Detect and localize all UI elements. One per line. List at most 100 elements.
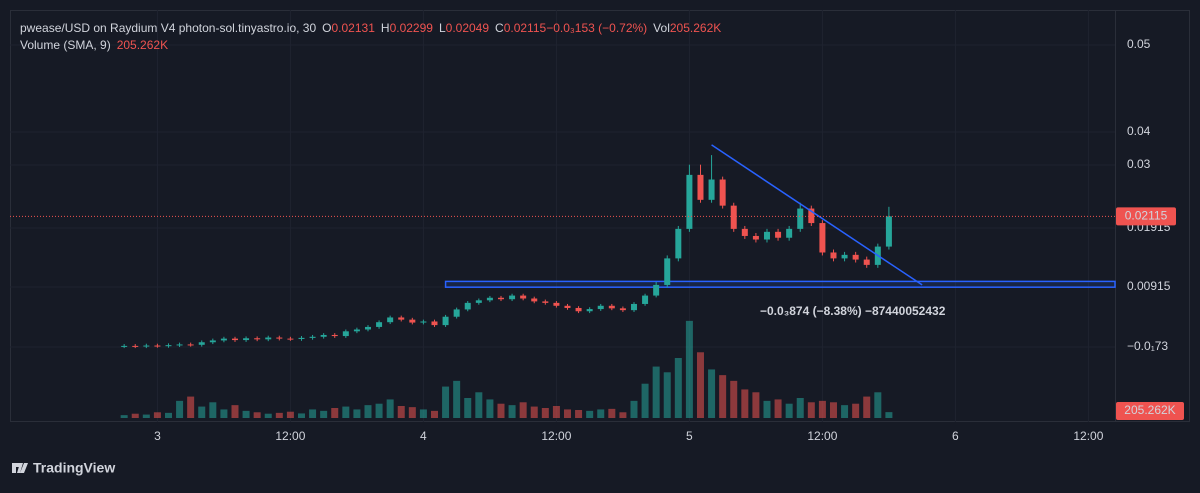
candle-body — [309, 336, 316, 338]
candle-body — [497, 297, 504, 300]
candle-body — [143, 345, 150, 347]
candle-body — [885, 216, 892, 247]
support-band — [444, 280, 1116, 288]
volume-bar — [597, 409, 605, 418]
logo-text: TradingView — [33, 460, 115, 476]
volume-bar — [297, 413, 305, 418]
volume-bar — [818, 400, 826, 418]
ohlc-value: 0.02299 — [390, 21, 434, 35]
volume-bar — [353, 409, 361, 418]
candle-body — [431, 321, 438, 326]
candle-body — [265, 337, 272, 340]
x-tick-label: 12:00 — [541, 429, 571, 443]
x-tick-label: 5 — [686, 429, 693, 443]
candle-body — [630, 303, 637, 311]
candle-body — [121, 345, 128, 347]
ohlc-value: −0.0₃153 (−0.72%) — [546, 21, 647, 35]
volume-bar — [142, 414, 150, 418]
volume-bar — [275, 412, 283, 418]
volume-bar — [874, 392, 882, 418]
volume-bar — [320, 410, 328, 418]
candle-body — [564, 305, 571, 308]
volume-badge — [1116, 402, 1184, 420]
candle-body — [298, 337, 305, 339]
volume-bar — [608, 408, 616, 418]
candle-body — [342, 331, 349, 337]
candle-body — [819, 223, 826, 253]
y-tick-label: −0.0₁73 — [1127, 339, 1168, 353]
marks: −0.0₃874 (−8.38%) −87440052432 — [10, 144, 1116, 418]
volume-bar — [719, 375, 727, 418]
volume-bar — [885, 412, 893, 418]
ohlc-key: O — [322, 21, 331, 35]
volume-bar — [187, 396, 195, 418]
candle-body — [353, 329, 360, 332]
volume-bar — [519, 402, 527, 418]
volume-legend-label: Volume (SMA, 9) — [20, 38, 111, 52]
candle-body — [863, 259, 870, 265]
candle-body — [509, 295, 516, 300]
x-tick-label: 3 — [154, 429, 161, 443]
volume-bar — [563, 409, 571, 418]
volume-badge-label: 205.262K — [1124, 403, 1175, 417]
volume-bar — [641, 383, 649, 418]
x-tick-label: 12:00 — [1073, 429, 1103, 443]
volume-bar — [508, 405, 516, 418]
candle-body — [231, 338, 238, 341]
candle-body — [243, 338, 250, 341]
volume-bar — [342, 406, 350, 418]
candle-body — [719, 179, 726, 206]
volume-bar — [386, 399, 394, 418]
logo[interactable]: TradingView — [12, 460, 115, 476]
candle-body — [808, 208, 815, 224]
candle-body — [464, 302, 471, 310]
candle-body — [387, 317, 394, 323]
volume-bar — [486, 399, 494, 418]
candle-body — [730, 205, 737, 229]
candle-body — [209, 340, 216, 343]
volume-bar — [807, 402, 815, 418]
volume-bar — [264, 413, 272, 418]
candle-body — [475, 300, 482, 303]
candle-body — [852, 254, 859, 260]
volume-bar — [497, 403, 505, 418]
candle-body — [453, 309, 460, 317]
volume-bar — [408, 407, 416, 418]
volume-bar — [209, 402, 217, 418]
candle-body — [553, 302, 560, 306]
candle-body — [331, 334, 338, 337]
volume-bar — [475, 392, 483, 418]
volume-bar — [752, 392, 760, 418]
volume-bar — [841, 405, 849, 418]
candle-body — [797, 208, 804, 229]
candle-body — [486, 297, 493, 301]
candle-body — [708, 179, 715, 200]
volume-bar — [530, 406, 538, 418]
volume-bar — [541, 408, 549, 418]
volume-legend-value: 205.262K — [117, 38, 168, 52]
y-tick-label: 0.04 — [1127, 124, 1151, 138]
volume-bar — [741, 389, 749, 418]
volume-bar — [763, 400, 771, 418]
volume-bar — [120, 415, 128, 418]
logo-icon — [12, 463, 28, 473]
candle-body — [752, 235, 759, 240]
candle-body — [409, 319, 416, 323]
y-tick-label: 0.05 — [1127, 37, 1151, 51]
candle-body — [697, 174, 704, 200]
candle-body — [287, 338, 294, 340]
volume-bar — [774, 399, 782, 418]
ohlc-value: 205.262K — [670, 21, 721, 35]
candle-body — [364, 326, 371, 330]
y-tick-label: 0.03 — [1127, 157, 1151, 171]
candle-body — [176, 344, 183, 346]
ohlc-value: 0.02115 — [504, 21, 547, 35]
x-tick-label: 12:00 — [807, 429, 837, 443]
volume-bar — [430, 410, 438, 418]
candle-body — [775, 231, 782, 238]
volume-bar — [231, 405, 239, 418]
candle-body — [586, 309, 593, 312]
volume-bar — [198, 406, 206, 418]
